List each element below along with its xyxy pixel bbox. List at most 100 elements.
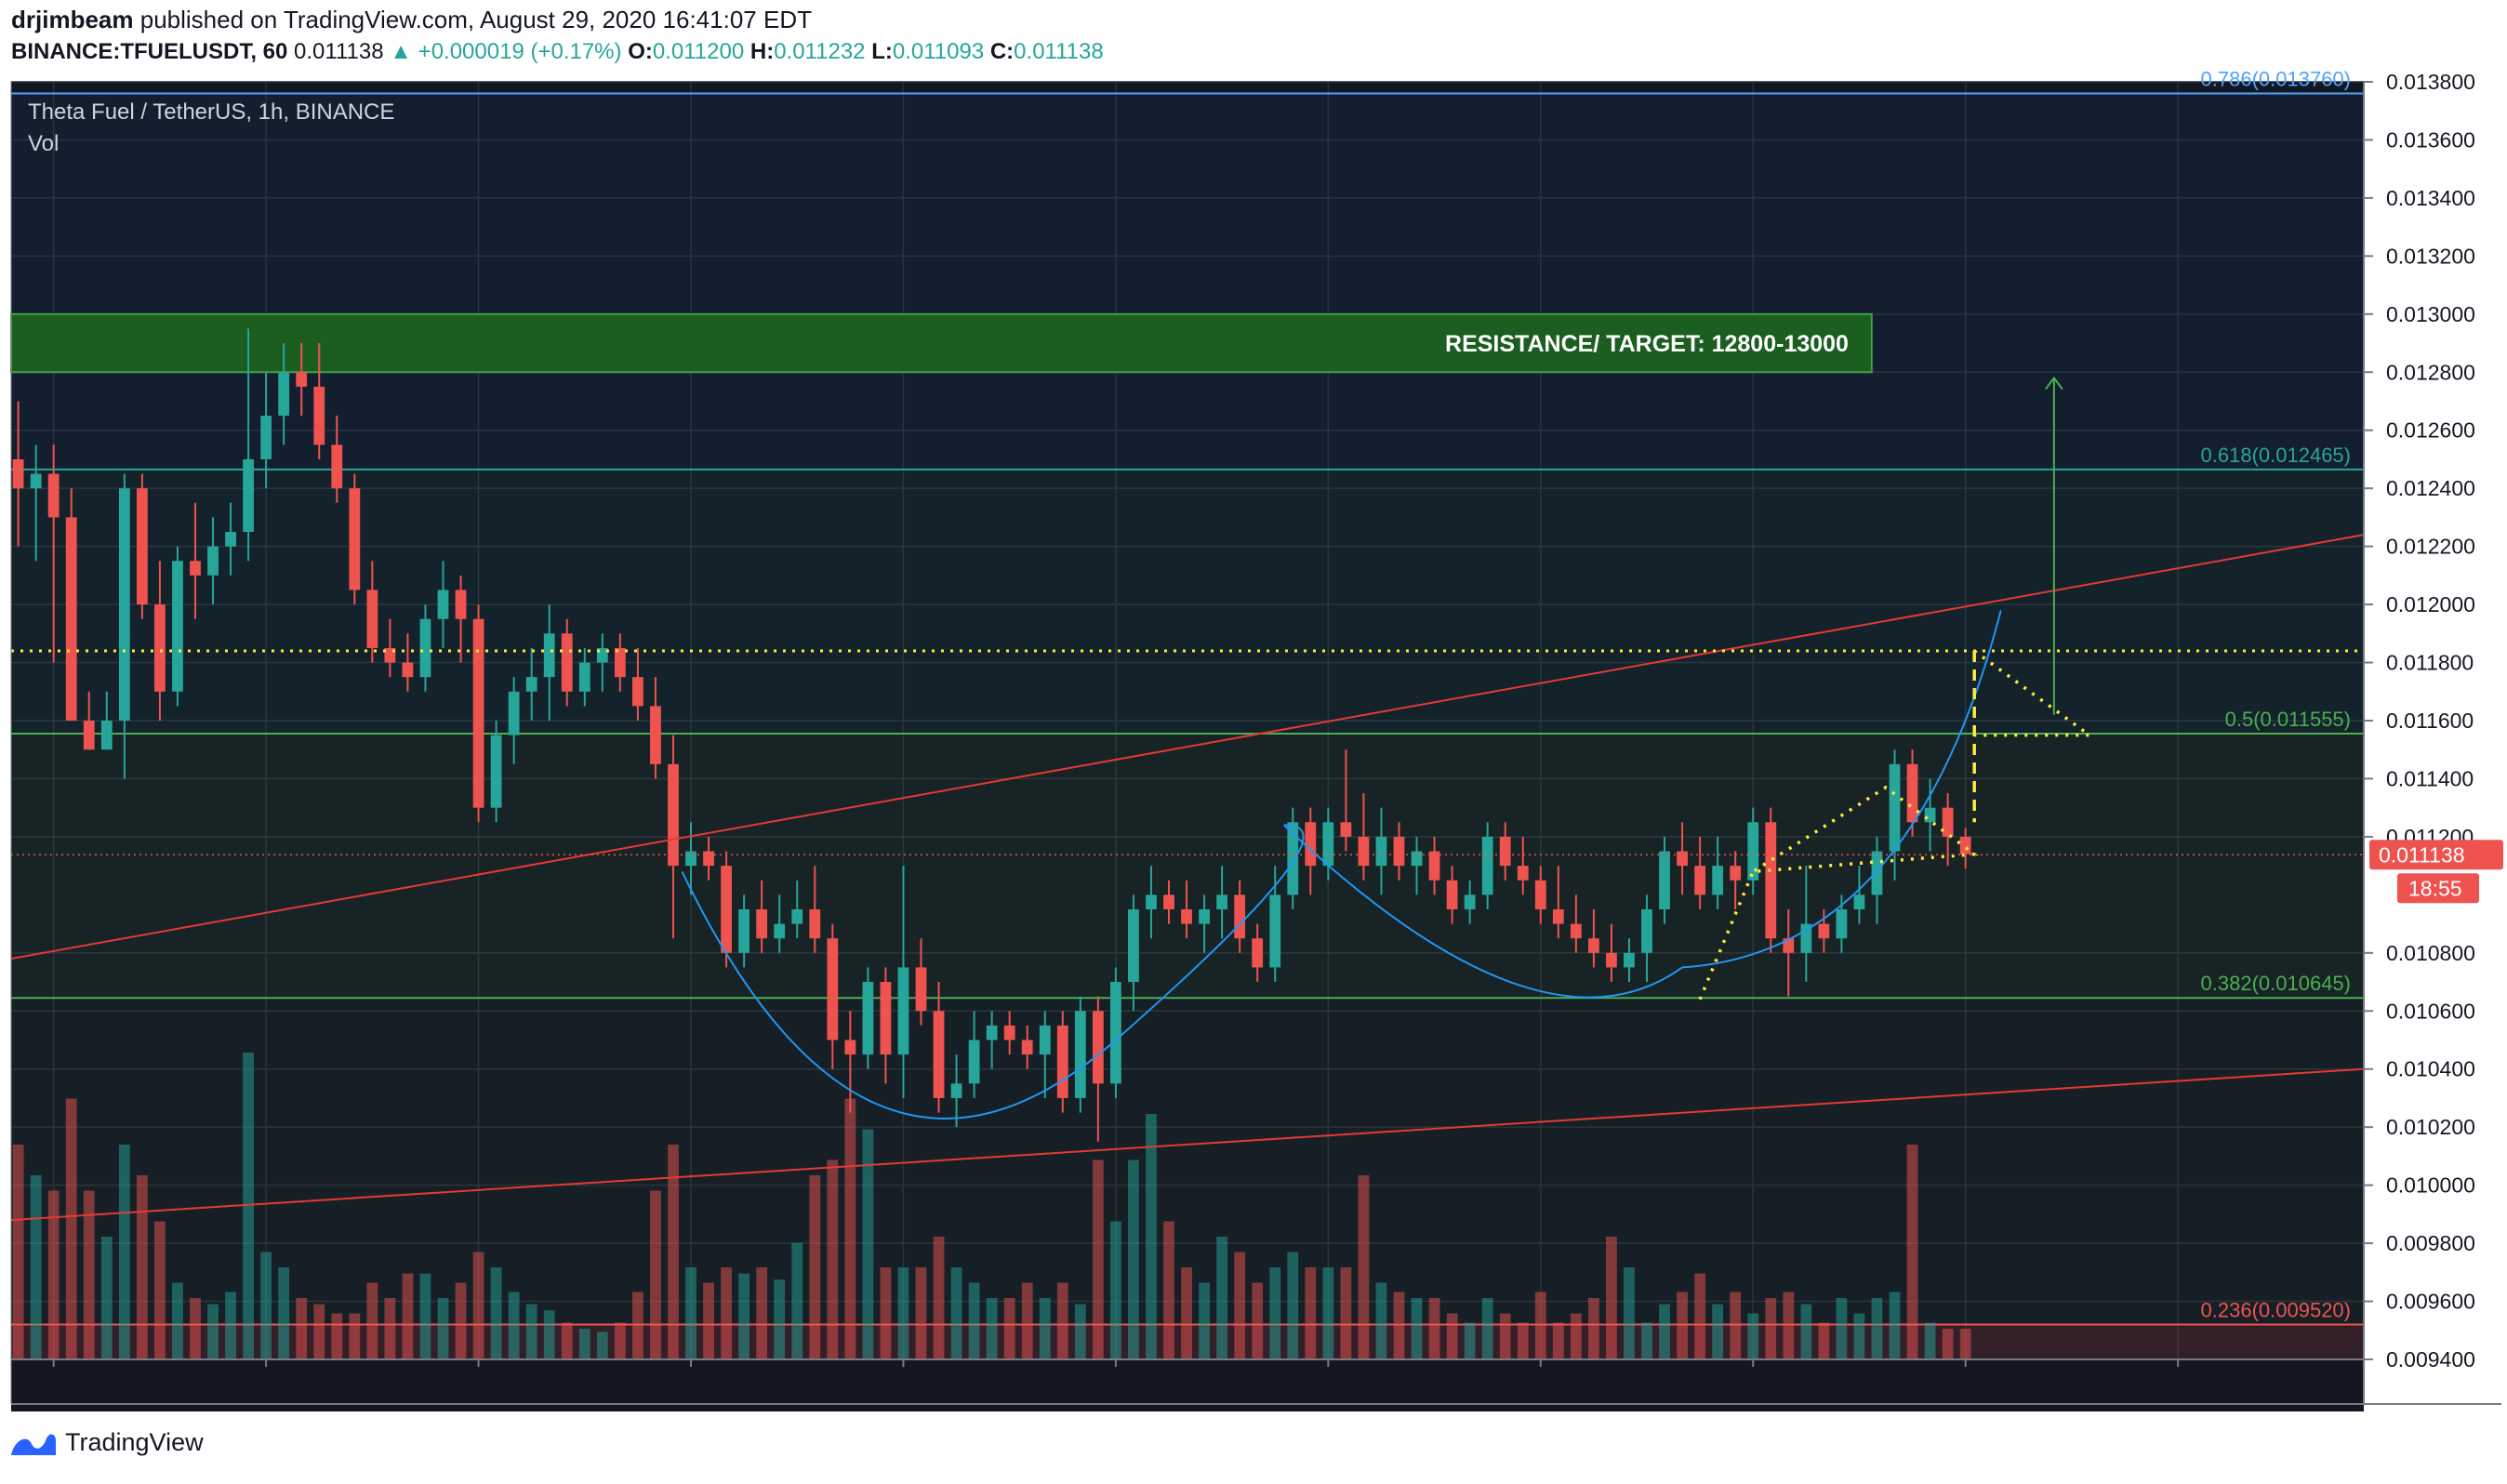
- volume-bar: [508, 1292, 520, 1359]
- candle-body: [118, 488, 130, 721]
- volume-bar: [827, 1159, 839, 1359]
- volume-bar: [65, 1098, 77, 1359]
- author-name[interactable]: drjimbeam: [11, 6, 134, 33]
- candle-body: [1570, 923, 1582, 939]
- volume-bar: [455, 1282, 467, 1359]
- candle-body: [915, 967, 927, 1012]
- candle-body: [950, 1083, 962, 1098]
- volume-bar: [685, 1267, 696, 1359]
- time-axis[interactable]: 12:00 26 12:00 27 12:00 28 12:00 29 12:00 30 12:00: [10, 82, 2501, 1405]
- candle-body: [207, 546, 219, 576]
- price-axis[interactable]: 0.013800 0.013600 0.013400 0.013200 0.013000…: [2363, 70, 2503, 1404]
- candle-body: [525, 677, 537, 692]
- price-change: ▲ +0.000019 (+0.17%): [390, 39, 622, 64]
- candle-body: [1481, 836, 1493, 895]
- time-tick-label: 12:00: [27, 1373, 81, 1398]
- candle-body: [490, 735, 502, 808]
- candle-body: [1128, 908, 1139, 983]
- volume-bar: [1765, 1298, 1777, 1359]
- candle-body: [100, 721, 113, 750]
- candle-body: [1411, 851, 1423, 867]
- volume-bar: [1624, 1267, 1635, 1359]
- volume-bar: [721, 1267, 732, 1359]
- resistance-zone[interactable]: RESISTANCE/ TARGET: 12800-13000: [10, 312, 1873, 374]
- handle-curve: [1283, 824, 1683, 999]
- volume-bar: [1056, 1282, 1068, 1359]
- volume-bar: [1109, 1221, 1121, 1359]
- volume-bar: [1393, 1292, 1405, 1359]
- price-tick-label: 0.011800: [2386, 651, 2474, 675]
- volume-bar: [897, 1267, 909, 1359]
- volume-bar: [986, 1298, 998, 1359]
- candle-body: [1730, 866, 1742, 881]
- fib-label: 0.236(0.009520): [2201, 1299, 2351, 1322]
- countdown-label: 18:55: [2408, 876, 2462, 900]
- volume-bar: [1606, 1237, 1617, 1359]
- volume-bar: [136, 1175, 148, 1359]
- volume-bar: [738, 1273, 750, 1359]
- candle-body: [384, 647, 396, 663]
- volume-bar: [933, 1237, 945, 1359]
- fib-label: 0.5(0.011555): [2225, 708, 2351, 731]
- publish-info: published on TradingView.com, August 29,…: [139, 6, 812, 33]
- candle-body: [508, 691, 520, 735]
- close-value: 0.011138: [1014, 39, 1104, 64]
- volume-bar: [578, 1329, 590, 1359]
- volume-bar: [1570, 1313, 1582, 1359]
- candle-body: [1340, 822, 1352, 837]
- candle-body: [1039, 1025, 1051, 1055]
- volume-bar: [1446, 1313, 1458, 1359]
- candle-body: [1641, 908, 1652, 953]
- candle-body: [1109, 982, 1121, 1084]
- candle-body: [83, 721, 95, 750]
- candle-body: [578, 662, 590, 692]
- flag-pattern: [1698, 785, 1979, 1000]
- volume-bar: [1959, 1329, 1971, 1359]
- candle-body: [1853, 894, 1865, 909]
- candle-body: [827, 938, 839, 1040]
- volume-bar: [1517, 1322, 1529, 1359]
- price-tick-label: 0.010600: [2386, 999, 2475, 1023]
- volume-bar: [1694, 1273, 1706, 1359]
- volume-bar: [1587, 1298, 1599, 1359]
- volume-bar: [632, 1292, 643, 1359]
- resistance-label: RESISTANCE/ TARGET: 12800-13000: [1445, 331, 1849, 357]
- time-tick-label: 12:00: [452, 1373, 506, 1398]
- price-tick-label: 0.013800: [2386, 70, 2475, 94]
- fib-retracement[interactable]: 0.786(0.013760) 0.618(0.012465) 0.5(0.0115…: [11, 67, 2364, 1359]
- symbol-name: BINANCE:TFUELUSDT, 60: [11, 39, 288, 64]
- volume-bar: [30, 1175, 42, 1359]
- volume-bar: [1836, 1298, 1848, 1359]
- drawings[interactable]: [10, 376, 2365, 1222]
- volume-bar: [561, 1322, 573, 1359]
- volume-bar: [472, 1252, 484, 1359]
- candle-body: [880, 982, 892, 1055]
- candle-body: [1146, 894, 1157, 909]
- volume-bar: [1552, 1322, 1564, 1359]
- price-tick-label: 0.013400: [2386, 186, 2475, 210]
- candle-body: [1003, 1025, 1015, 1040]
- volume-bar: [650, 1190, 661, 1359]
- candle-body: [596, 647, 608, 663]
- candle-body: [650, 706, 661, 764]
- candle-body: [756, 908, 768, 939]
- fib-zone: [11, 734, 2364, 999]
- time-tick-label: 30: [1954, 1373, 1978, 1398]
- volume-bar: [260, 1252, 272, 1359]
- volume-label: Vol: [28, 131, 59, 156]
- candle-body: [1163, 894, 1174, 909]
- volume-bar: [1534, 1292, 1546, 1359]
- candle-body: [1092, 1011, 1104, 1084]
- volume-bar: [1677, 1292, 1688, 1359]
- volume-bar: [1428, 1298, 1440, 1359]
- last-price-tag: [2369, 840, 2503, 870]
- footer-brand[interactable]: TradingView: [65, 1428, 204, 1456]
- volume-bar: [1039, 1298, 1051, 1359]
- price-tick-label: 0.009800: [2386, 1231, 2475, 1255]
- candle-body: [1517, 866, 1529, 881]
- volume-bar: [313, 1304, 325, 1359]
- price-tick-label: 0.009600: [2386, 1290, 2475, 1314]
- candle-body: [1056, 1025, 1068, 1098]
- volume-bar: [83, 1190, 95, 1359]
